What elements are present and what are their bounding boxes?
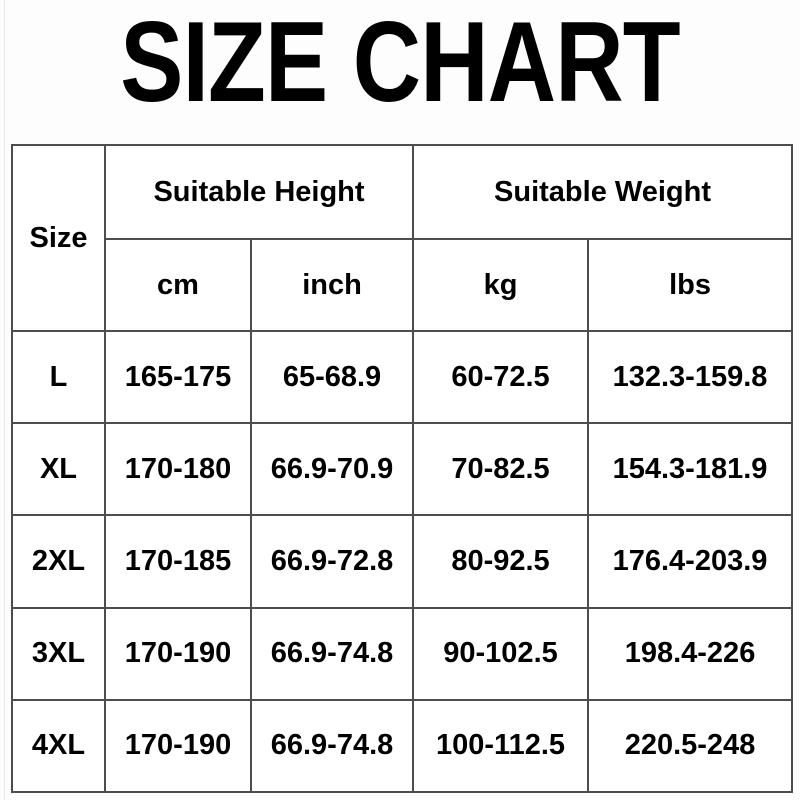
- page-title: SIZE CHART: [120, 0, 680, 126]
- height-inch-cell: 66.9-70.9: [249, 422, 415, 517]
- size-cell: 3XL: [11, 606, 106, 701]
- table-row-l: L 165-175 65-68.9 60-72.5 132.3-159.8: [11, 329, 794, 425]
- weight-kg-cell: 70-82.5: [412, 422, 590, 517]
- weight-lbs-cell: 176.4-203.9: [587, 514, 794, 609]
- header-kg: kg: [412, 238, 590, 332]
- height-cm-cell: 170-190: [104, 606, 252, 701]
- weight-kg-cell: 60-72.5: [412, 329, 590, 425]
- size-cell: 2XL: [11, 514, 106, 609]
- page-edge-line: [4, 0, 5, 800]
- height-cm-cell: 170-190: [104, 698, 252, 794]
- table-row-3xl: 3XL 170-190 66.9-74.8 90-102.5 198.4-226: [11, 606, 794, 701]
- height-inch-cell: 65-68.9: [249, 329, 415, 425]
- weight-kg-cell: 100-112.5: [412, 698, 590, 794]
- weight-kg-cell: 80-92.5: [412, 514, 590, 609]
- table-row-4xl: 4XL 170-190 66.9-74.8 100-112.5 220.5-24…: [11, 698, 794, 794]
- height-cm-cell: 170-180: [104, 422, 252, 517]
- weight-lbs-cell: 220.5-248: [587, 698, 794, 794]
- height-inch-cell: 66.9-74.8: [249, 698, 415, 794]
- header-suitable-weight: Suitable Weight: [412, 144, 794, 240]
- header-inch: inch: [249, 238, 415, 332]
- weight-lbs-cell: 198.4-226: [587, 606, 794, 701]
- weight-lbs-cell: 132.3-159.8: [587, 329, 794, 425]
- height-cm-cell: 170-185: [104, 514, 252, 609]
- header-size: Size: [11, 144, 106, 332]
- table-row-2xl: 2XL 170-185 66.9-72.8 80-92.5 176.4-203.…: [11, 514, 794, 609]
- size-cell: XL: [11, 422, 106, 517]
- height-inch-cell: 66.9-74.8: [249, 606, 415, 701]
- height-cm-cell: 165-175: [104, 329, 252, 425]
- table-row-xl: XL 170-180 66.9-70.9 70-82.5 154.3-181.9: [11, 422, 794, 517]
- size-chart-table: Size Suitable Height Suitable Weight cm …: [11, 144, 794, 794]
- size-cell: L: [11, 329, 106, 425]
- header-row-groups: Size Suitable Height Suitable Weight: [11, 144, 794, 332]
- weight-lbs-cell: 154.3-181.9: [587, 422, 794, 517]
- size-cell: 4XL: [11, 698, 106, 794]
- height-inch-cell: 66.9-72.8: [249, 514, 415, 609]
- header-lbs: lbs: [587, 238, 794, 332]
- header-cm: cm: [104, 238, 252, 332]
- header-suitable-height: Suitable Height: [103, 144, 415, 240]
- header-row-units: cm inch kg lbs: [12, 238, 794, 332]
- weight-kg-cell: 90-102.5: [412, 606, 590, 701]
